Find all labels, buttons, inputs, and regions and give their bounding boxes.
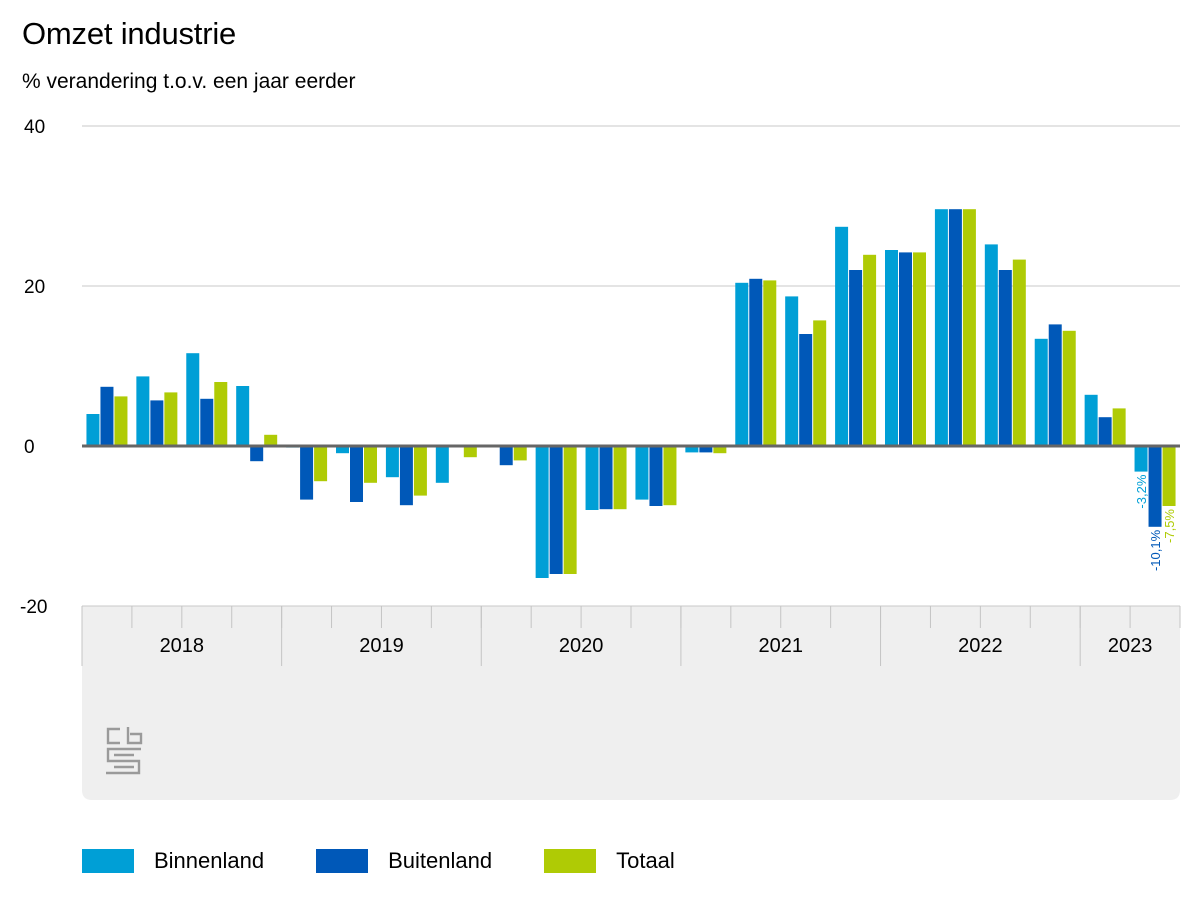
bar-totaal xyxy=(913,252,926,446)
bar-binnenland xyxy=(685,446,699,453)
bar-buitenland xyxy=(1148,446,1162,527)
x-group-label: 2019 xyxy=(359,635,404,657)
bar-totaal xyxy=(563,446,577,574)
chart-title: Omzet industrie xyxy=(22,16,237,51)
legend-item-buitenland[interactable]: Buitenland xyxy=(316,848,492,874)
logo-s-shape xyxy=(106,747,141,775)
bar-binnenland xyxy=(435,446,449,483)
x-group-label: 2021 xyxy=(758,635,803,657)
bar-totaal xyxy=(1012,259,1026,446)
bar-binnenland xyxy=(535,446,549,578)
bar-buitenland xyxy=(549,446,563,574)
bar-binnenland xyxy=(835,226,849,446)
bar-binnenland xyxy=(1084,394,1098,446)
bar-totaal xyxy=(264,434,278,446)
bar-buitenland xyxy=(200,398,214,446)
bar-buitenland xyxy=(749,278,763,446)
bar-buitenland xyxy=(1098,417,1112,446)
y-tick-label: 40 xyxy=(24,117,45,138)
bar-totaal xyxy=(214,382,228,446)
bar-totaal xyxy=(613,446,627,510)
bar-binnenland xyxy=(635,446,649,500)
bar-totaal xyxy=(713,446,727,454)
bar-buitenland xyxy=(1048,324,1062,446)
bar-buitenland xyxy=(699,446,713,453)
bar-binnenland xyxy=(186,353,200,446)
legend-swatch-buitenland xyxy=(316,849,369,873)
bar-totaal xyxy=(364,446,377,483)
bar-totaal xyxy=(164,392,178,446)
bar-binnenland xyxy=(934,209,948,446)
chart-legend: Binnenland Buitenland Totaal xyxy=(82,848,727,874)
bar-buitenland xyxy=(300,446,314,500)
x-group-label: 2020 xyxy=(559,635,604,657)
bar-buitenland xyxy=(948,209,962,446)
legend-swatch-totaal xyxy=(544,849,597,873)
y-tick-label: 0 xyxy=(24,437,35,458)
bar-buitenland xyxy=(799,334,813,446)
legend-label-buitenland: Buitenland xyxy=(388,848,493,873)
bar-binnenland xyxy=(585,446,599,510)
bar-buitenland xyxy=(499,446,513,466)
bar-buitenland xyxy=(599,446,613,510)
bar-totaal xyxy=(1062,330,1076,446)
legend-label-binnenland: Binnenland xyxy=(154,848,265,873)
bar-binnenland xyxy=(1034,338,1048,446)
bar-buitenland xyxy=(150,400,164,446)
bar-totaal xyxy=(513,446,527,461)
bar-binnenland xyxy=(1134,446,1148,472)
bar-binnenland xyxy=(984,244,998,446)
bar-totaal xyxy=(114,396,128,446)
bar-binnenland xyxy=(735,282,749,446)
bar-totaal xyxy=(962,209,976,446)
bar-binnenland xyxy=(236,386,250,446)
bar-binnenland xyxy=(885,250,898,446)
bar-chart: 40 20 0 -20 2018 2019 2020 2021 2022 2023 -3,2% -10… xyxy=(20,117,1181,800)
bar-totaal xyxy=(663,446,677,506)
bar-buitenland xyxy=(899,252,912,446)
legend-item-binnenland[interactable]: Binnenland xyxy=(82,848,264,874)
y-tick-label: 20 xyxy=(24,277,45,298)
chart-subtitle: % verandering t.o.v. een jaar eerder xyxy=(22,70,356,93)
bar-buitenland xyxy=(649,446,663,506)
bar-totaal xyxy=(863,254,877,446)
bar-buitenland xyxy=(849,270,863,446)
legend-label-totaal: Totaal xyxy=(616,848,675,873)
logo-b-shape xyxy=(126,727,143,745)
legend-item-totaal[interactable]: Totaal xyxy=(544,848,675,874)
x-group-label: 2022 xyxy=(958,635,1003,657)
logo-c-shape xyxy=(106,727,120,745)
logo-s-inner xyxy=(114,753,134,769)
legend-swatch-binnenland xyxy=(82,849,134,873)
bar-binnenland xyxy=(86,414,100,446)
bar-binnenland xyxy=(136,376,150,446)
data-label: -7,5% xyxy=(1162,509,1177,543)
bar-buitenland xyxy=(998,270,1012,446)
bar-totaal xyxy=(463,446,477,458)
bar-buitenland xyxy=(350,446,363,502)
bar-binnenland xyxy=(385,446,399,478)
bar-totaal xyxy=(1112,408,1126,446)
axis-band-panel xyxy=(82,606,1180,800)
data-label: -3,2% xyxy=(1134,474,1149,508)
bar-binnenland xyxy=(785,296,799,446)
bar-binnenland xyxy=(336,446,349,454)
bar-totaal xyxy=(1162,446,1176,506)
cbs-logo-icon xyxy=(106,727,143,775)
x-group-label: 2018 xyxy=(160,635,205,657)
bar-totaal xyxy=(763,280,777,446)
bar-buitenland xyxy=(100,386,114,446)
x-group-label: 2023 xyxy=(1108,635,1153,657)
bar-buitenland xyxy=(250,446,264,462)
bar-totaal xyxy=(413,446,427,496)
bar-totaal xyxy=(813,320,827,446)
y-tick-label: -20 xyxy=(20,597,47,618)
bar-buitenland xyxy=(399,446,413,506)
data-label: -10,1% xyxy=(1148,529,1163,571)
bar-totaal xyxy=(314,446,328,482)
